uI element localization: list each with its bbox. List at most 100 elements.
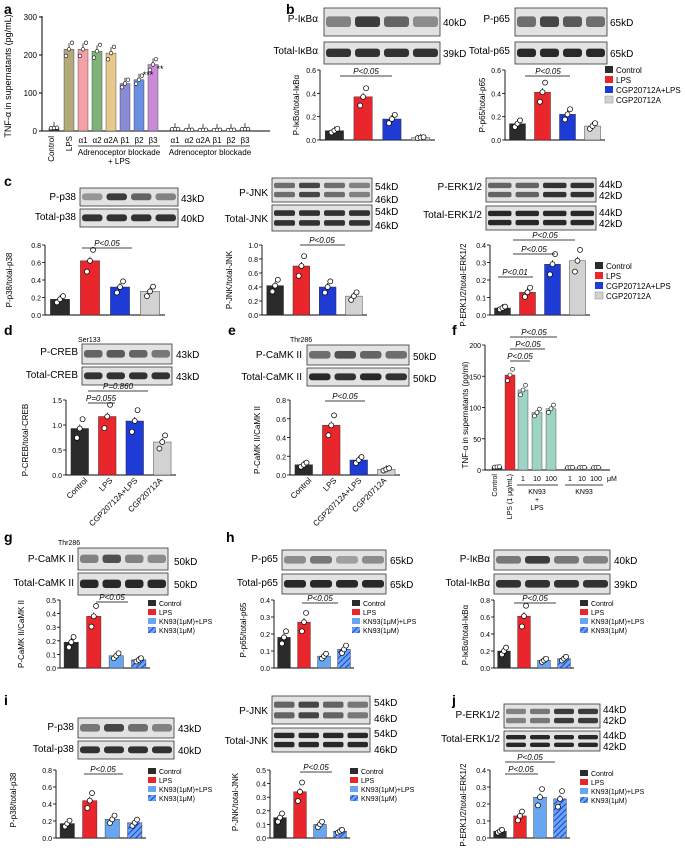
blot-band	[347, 741, 368, 748]
blot-label: P-IκBα	[460, 554, 490, 565]
legend-item: KN93(1μM)	[159, 628, 195, 635]
blot-band	[543, 191, 567, 198]
western-blot	[485, 177, 597, 203]
legend-cgp	[604, 66, 614, 104]
data-point	[295, 798, 301, 804]
legend-item: LPS	[591, 780, 605, 787]
p-value: P<0.05	[521, 328, 547, 337]
blot-band	[543, 210, 567, 217]
kd-label: 43kD	[181, 194, 204, 205]
blot-band	[334, 373, 356, 381]
dose: 10	[533, 476, 541, 483]
blot-band	[347, 712, 368, 719]
blot-band	[347, 732, 368, 739]
y-tick-label: 0.8	[31, 243, 41, 250]
blot-band	[323, 741, 344, 748]
blot-band	[515, 191, 539, 198]
bar-chart: 0.0 0.2 0.4 0.6	[306, 68, 435, 145]
blot-band	[102, 554, 121, 563]
western-blot	[77, 740, 175, 760]
data-point	[114, 289, 120, 296]
panel-a-bars	[48, 40, 251, 133]
blot-label: Total-JNK	[225, 214, 269, 225]
blot-band	[570, 182, 594, 189]
y-tick-label: 0.2	[276, 454, 286, 461]
legend-item: KN93(1μM)	[159, 796, 195, 803]
data-point	[175, 126, 181, 132]
blot-frame	[271, 727, 371, 753]
kd-label: 50kD	[174, 557, 197, 568]
blot-band	[583, 580, 608, 588]
western-blot	[79, 187, 179, 207]
western-blot	[281, 573, 387, 595]
data-point	[90, 613, 97, 620]
data-point	[298, 263, 305, 269]
xlabel: LPS	[97, 476, 114, 493]
data-point	[551, 402, 556, 408]
blot-band	[298, 701, 319, 708]
data-point	[353, 289, 360, 296]
group-label: KN93	[575, 489, 593, 496]
p-value: P<0.05	[307, 594, 333, 603]
data-point	[150, 62, 156, 67]
y-tick-label: 0.0	[480, 666, 490, 673]
data-point	[86, 797, 93, 804]
blot-band	[525, 580, 550, 588]
blot-label: Total-CaMK II	[241, 372, 302, 383]
western-blot	[306, 367, 410, 387]
p-value: P<0.05	[99, 593, 125, 602]
western-blot	[81, 366, 173, 386]
data-point	[134, 407, 141, 414]
blot-band	[578, 708, 598, 715]
blot-band	[530, 708, 550, 715]
panel-a-xlabel: α2A	[104, 136, 119, 145]
data-point	[564, 111, 571, 118]
y-tick-label: 0.2	[46, 639, 56, 646]
p-value: P=0.860	[103, 382, 134, 391]
blot-band	[274, 191, 295, 198]
data-point	[101, 425, 108, 432]
bar	[80, 260, 100, 316]
bar-chart-f: 0 50 100 150 200	[469, 343, 610, 475]
bar	[353, 96, 373, 141]
blot-label: Total-p38	[33, 744, 75, 755]
p-value: P<0.05	[332, 392, 358, 401]
blot-band	[530, 742, 550, 747]
panel-a-xlabel: LPS	[65, 136, 74, 151]
y-tick-label: 0.6	[480, 615, 490, 622]
blot-band	[360, 351, 382, 359]
blot-band	[413, 48, 438, 57]
data-point	[303, 610, 309, 616]
data-point	[279, 810, 285, 817]
blot-band	[554, 735, 574, 740]
blot-band	[310, 580, 332, 588]
data-point	[574, 257, 581, 264]
y-tick-label: 0.2	[480, 649, 490, 656]
y-tick-label: 0.6	[306, 68, 316, 75]
blot-band	[80, 746, 100, 754]
y-tick-label: 0.0	[260, 666, 270, 673]
y-tick-label: 0.1	[46, 652, 56, 659]
data-point	[523, 382, 528, 388]
panel-a-ytick: 0	[33, 127, 38, 136]
blot-label: Total-ERK1/2	[423, 210, 482, 221]
western-blot	[306, 344, 410, 366]
data-point	[88, 623, 95, 630]
blot-band	[80, 554, 99, 563]
western-blot	[493, 573, 611, 595]
blot-band	[125, 554, 144, 563]
panel-a-ytick: 200	[24, 51, 38, 60]
western-blot	[485, 205, 597, 231]
legend-item: LPS	[363, 610, 377, 617]
bar-chart: 0.0 0.2 0.4 0.6 0.8	[276, 398, 400, 480]
y-tick-label: 0.1	[256, 822, 266, 829]
blot-band	[298, 741, 319, 748]
blot-label: P-ERK1/2	[456, 710, 501, 721]
ylabel: P-p65/total-p65	[239, 602, 248, 657]
data-point	[134, 816, 140, 823]
data-point	[60, 293, 66, 299]
blot-band	[151, 372, 170, 380]
data-point	[111, 812, 118, 819]
blot-band	[517, 16, 536, 28]
panel-a-xlabel: β3	[148, 136, 158, 145]
